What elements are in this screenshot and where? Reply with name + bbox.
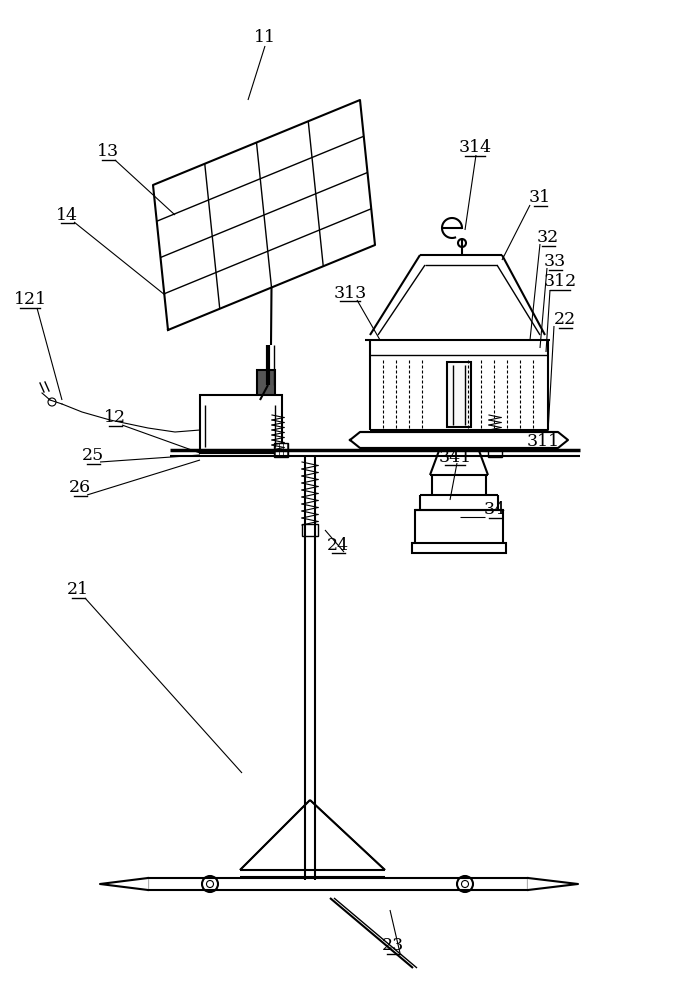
Text: 24: 24 (327, 536, 349, 554)
Text: 341: 341 (439, 448, 472, 466)
Bar (148, 878, 528, 890)
Bar (200, 395, 282, 453)
Text: 314: 314 (458, 139, 491, 156)
Bar (447, 362, 471, 427)
Text: 31: 31 (529, 190, 551, 207)
Bar (257, 370, 275, 400)
Text: 21: 21 (67, 582, 89, 598)
Text: 22: 22 (554, 312, 576, 328)
Text: 23: 23 (382, 938, 404, 954)
Bar (415, 510, 503, 545)
Text: 313: 313 (334, 284, 367, 302)
Bar (302, 524, 318, 536)
Polygon shape (100, 878, 148, 890)
Text: 312: 312 (543, 273, 577, 290)
Polygon shape (350, 432, 568, 448)
Text: 311: 311 (526, 434, 559, 450)
Text: 13: 13 (97, 143, 119, 160)
Text: 33: 33 (544, 253, 566, 270)
Text: 32: 32 (537, 230, 559, 246)
Bar (274, 443, 288, 457)
Text: 14: 14 (56, 207, 78, 224)
Text: 121: 121 (13, 292, 47, 308)
Bar (412, 543, 506, 553)
Text: 12: 12 (104, 410, 126, 426)
Polygon shape (528, 878, 578, 890)
Text: 26: 26 (69, 480, 91, 496)
Text: 11: 11 (254, 29, 276, 46)
Text: 25: 25 (82, 448, 104, 464)
Text: 34: 34 (484, 502, 506, 518)
Bar (488, 443, 502, 457)
